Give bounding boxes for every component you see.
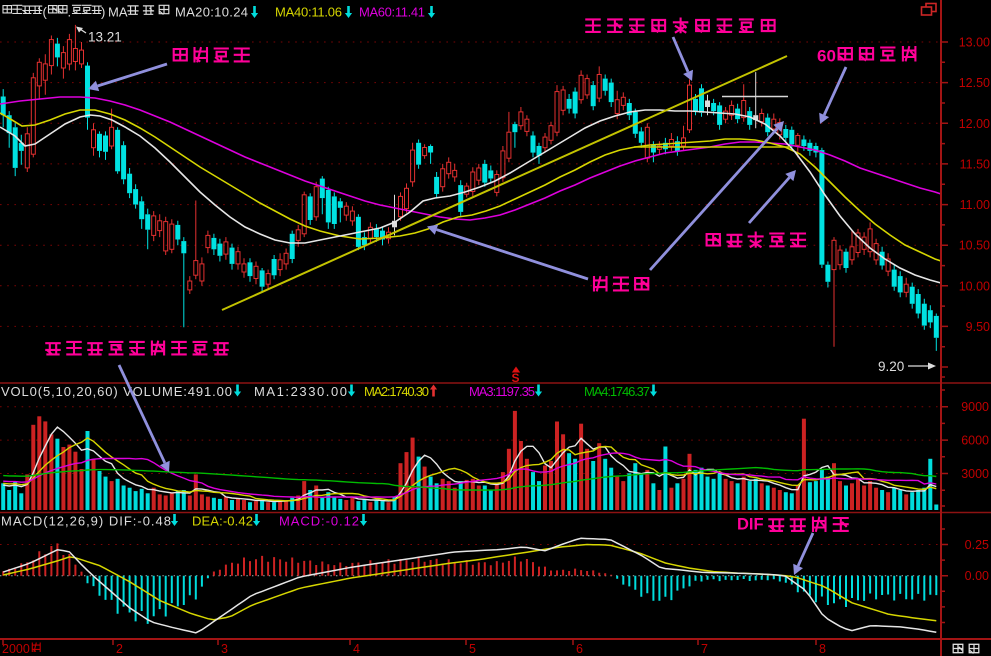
svg-text:5: 5 xyxy=(469,642,476,656)
svg-text:MACD(12,26,9) DIF:-0.48: MACD(12,26,9) DIF:-0.48 xyxy=(1,514,171,529)
svg-text:MA40:11.06: MA40:11.06 xyxy=(275,5,342,20)
svg-text:9.20: 9.20 xyxy=(878,359,904,374)
svg-text:11.00: 11.00 xyxy=(960,198,990,212)
svg-text:12.00: 12.00 xyxy=(959,117,990,131)
svg-text:3000: 3000 xyxy=(961,467,989,481)
svg-text:10.00: 10.00 xyxy=(959,279,990,293)
svg-text:MA1:2330.00: MA1:2330.00 xyxy=(254,384,347,399)
svg-text:3: 3 xyxy=(221,642,228,656)
svg-text:MA20:10.24: MA20:10.24 xyxy=(175,5,248,20)
svg-text:6: 6 xyxy=(576,642,583,656)
svg-text:(: ( xyxy=(43,5,48,20)
svg-text:MA2:1740.30: MA2:1740.30 xyxy=(364,384,429,399)
svg-text:DEA:-0.42: DEA:-0.42 xyxy=(192,514,253,529)
svg-text:MA3:1197.35: MA3:1197.35 xyxy=(469,384,535,399)
svg-text:MA60:11.41: MA60:11.41 xyxy=(359,5,425,20)
svg-text:60: 60 xyxy=(817,47,836,66)
svg-text:13.21: 13.21 xyxy=(88,30,122,45)
svg-text:MA: MA xyxy=(108,5,128,20)
svg-text:MA4:1746.37: MA4:1746.37 xyxy=(584,384,650,399)
svg-text:6000: 6000 xyxy=(961,434,989,448)
svg-text:8: 8 xyxy=(819,642,826,656)
svg-text:0.25: 0.25 xyxy=(965,538,989,552)
svg-text:): ) xyxy=(101,5,105,20)
svg-text:MACD:-0.12: MACD:-0.12 xyxy=(279,514,359,529)
svg-text:11.50: 11.50 xyxy=(960,157,990,171)
svg-text:7: 7 xyxy=(701,642,708,656)
svg-text:S: S xyxy=(512,371,520,385)
svg-text:.: . xyxy=(68,5,72,20)
svg-text:9000: 9000 xyxy=(961,400,989,414)
svg-text:VOL0(5,10,20,60) VOLUME:491.00: VOL0(5,10,20,60) VOLUME:491.00 xyxy=(1,384,232,399)
svg-text:9.50: 9.50 xyxy=(966,320,990,334)
svg-text:2: 2 xyxy=(116,642,123,656)
svg-text:4: 4 xyxy=(353,642,360,656)
svg-text:DIF: DIF xyxy=(737,516,764,534)
svg-text:2000: 2000 xyxy=(2,642,30,656)
svg-text:10.50: 10.50 xyxy=(959,239,990,253)
svg-text:0.00: 0.00 xyxy=(965,569,989,583)
svg-text:13.00: 13.00 xyxy=(959,36,990,50)
svg-text:12.50: 12.50 xyxy=(959,76,990,90)
